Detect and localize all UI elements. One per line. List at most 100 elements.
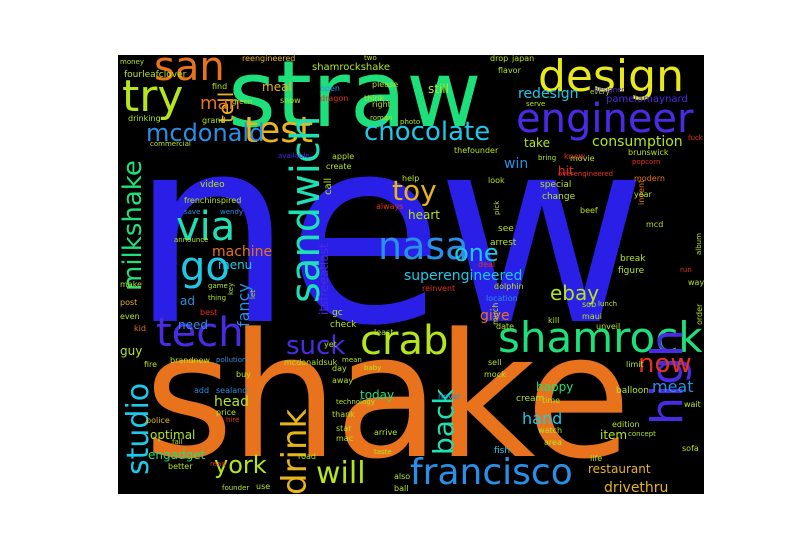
word-reinvent: reinvent [422, 284, 456, 293]
word-check: check [330, 320, 357, 330]
word-cream: cream [516, 394, 545, 404]
word-crab: crab [360, 318, 449, 364]
word-movie: movie [570, 154, 595, 163]
word-will: will [316, 456, 366, 491]
word-mean: mean [342, 356, 362, 364]
word-see: see [498, 224, 514, 234]
word-watch: watch [538, 426, 563, 435]
word-create: create [326, 162, 352, 171]
word-fire: fire [144, 360, 158, 369]
word-buy: buy [236, 370, 251, 379]
word-head: head [214, 394, 249, 410]
word-day: day [332, 364, 347, 373]
word-now: now [638, 349, 692, 379]
word-redesign: redesign [518, 86, 579, 102]
word-consumption: consumption [592, 134, 683, 150]
word-life: life [590, 454, 603, 463]
word-technology: technology [336, 398, 375, 406]
word-beef: beef [580, 206, 598, 215]
word-arrive: arrive [374, 428, 398, 437]
word-edition: edition [612, 420, 640, 429]
word-today: today [360, 388, 395, 402]
word-sob: sob [582, 300, 597, 309]
word-mcd: mcd [646, 220, 664, 229]
word-mcdonaldsuk: mcdonaldsuk [284, 358, 338, 367]
word-popcorn: popcorn [632, 158, 661, 166]
word-wait: wait [684, 400, 701, 409]
word-design: design [538, 55, 684, 102]
word-fall: fall [172, 438, 183, 446]
word-reengineered: reengineered [242, 55, 296, 63]
word-fourleafclover: fourleafclover [124, 70, 187, 80]
word-roman: roman [370, 114, 393, 122]
word-change: change [542, 192, 576, 202]
word-overengineered: overengineered [558, 170, 614, 178]
word-even: even [120, 312, 140, 321]
word-kill: kill [548, 316, 560, 325]
word-every: every [590, 88, 610, 96]
word-francisco: francisco [410, 452, 573, 493]
word-hire: hire [226, 416, 240, 424]
word-available: available [278, 152, 310, 160]
word-grand: grand [202, 116, 226, 125]
word-restaurant: restaurant [588, 462, 651, 476]
word-pick: pick [493, 200, 501, 215]
word-designer: designer [594, 86, 625, 94]
word-win: win [504, 156, 529, 172]
word-never: never [438, 392, 461, 401]
word-need: need [178, 318, 208, 332]
word-meal: meal [262, 80, 292, 94]
word-flavor: flavor [498, 66, 521, 75]
word-location: location [486, 294, 518, 303]
word-know: know [564, 152, 586, 161]
word-one: one [454, 239, 499, 267]
word-always: always [376, 202, 404, 211]
word-menu: menu [218, 258, 253, 272]
word-let: let [249, 290, 257, 299]
word-make: make [120, 280, 142, 289]
word-ad: ad [180, 294, 195, 308]
word-mcdonald: mcdonald [146, 119, 265, 147]
word-price: price [216, 408, 236, 417]
word-pollution: pollution [216, 356, 247, 364]
word-taste: taste [374, 448, 392, 456]
word-cloud-canvas: new shake straw design engineer try san … [118, 55, 704, 494]
word-break: break [620, 254, 646, 264]
word-brandnew: brandnew [170, 356, 210, 365]
word-try: try [122, 71, 184, 122]
word-superengineered: superengineered [404, 268, 523, 284]
word-sofa: sofa [682, 444, 699, 453]
word-thank: thank [332, 410, 355, 419]
word-optimal: optimal [150, 428, 196, 442]
word-least: least [374, 328, 394, 337]
word-founder: founder [222, 484, 250, 492]
word-money: money [120, 58, 144, 66]
word-call: call [323, 177, 334, 195]
word-tech: tech [156, 310, 244, 356]
word-game: game [208, 282, 228, 290]
word-brunswick: brunswick [628, 148, 669, 157]
word-unveil: unveil [596, 322, 621, 331]
word-sell: sell [488, 358, 502, 367]
word-open: open [320, 84, 340, 93]
word-road: road [298, 452, 316, 461]
word-drinking: drinking [128, 114, 161, 123]
word-san: san [154, 55, 225, 90]
word-give: give [480, 308, 510, 324]
word-add: add [194, 386, 210, 395]
word-area: area [544, 438, 562, 447]
word-better: better [168, 462, 193, 471]
word-think: think [364, 94, 385, 103]
word-drivethru: drivethru [604, 480, 669, 494]
word-japan: japan [512, 55, 535, 63]
word-suck: suck [286, 331, 346, 361]
word-thing: thing [208, 294, 227, 302]
word-read: read [210, 460, 226, 468]
word-special: special [540, 180, 572, 190]
word-way: way [688, 278, 704, 287]
word-man: man [200, 93, 240, 114]
word-key: key [227, 282, 235, 295]
word-deal: deal [478, 260, 496, 269]
word-baby: baby [364, 364, 382, 372]
word-ebay: ebay [550, 281, 600, 305]
